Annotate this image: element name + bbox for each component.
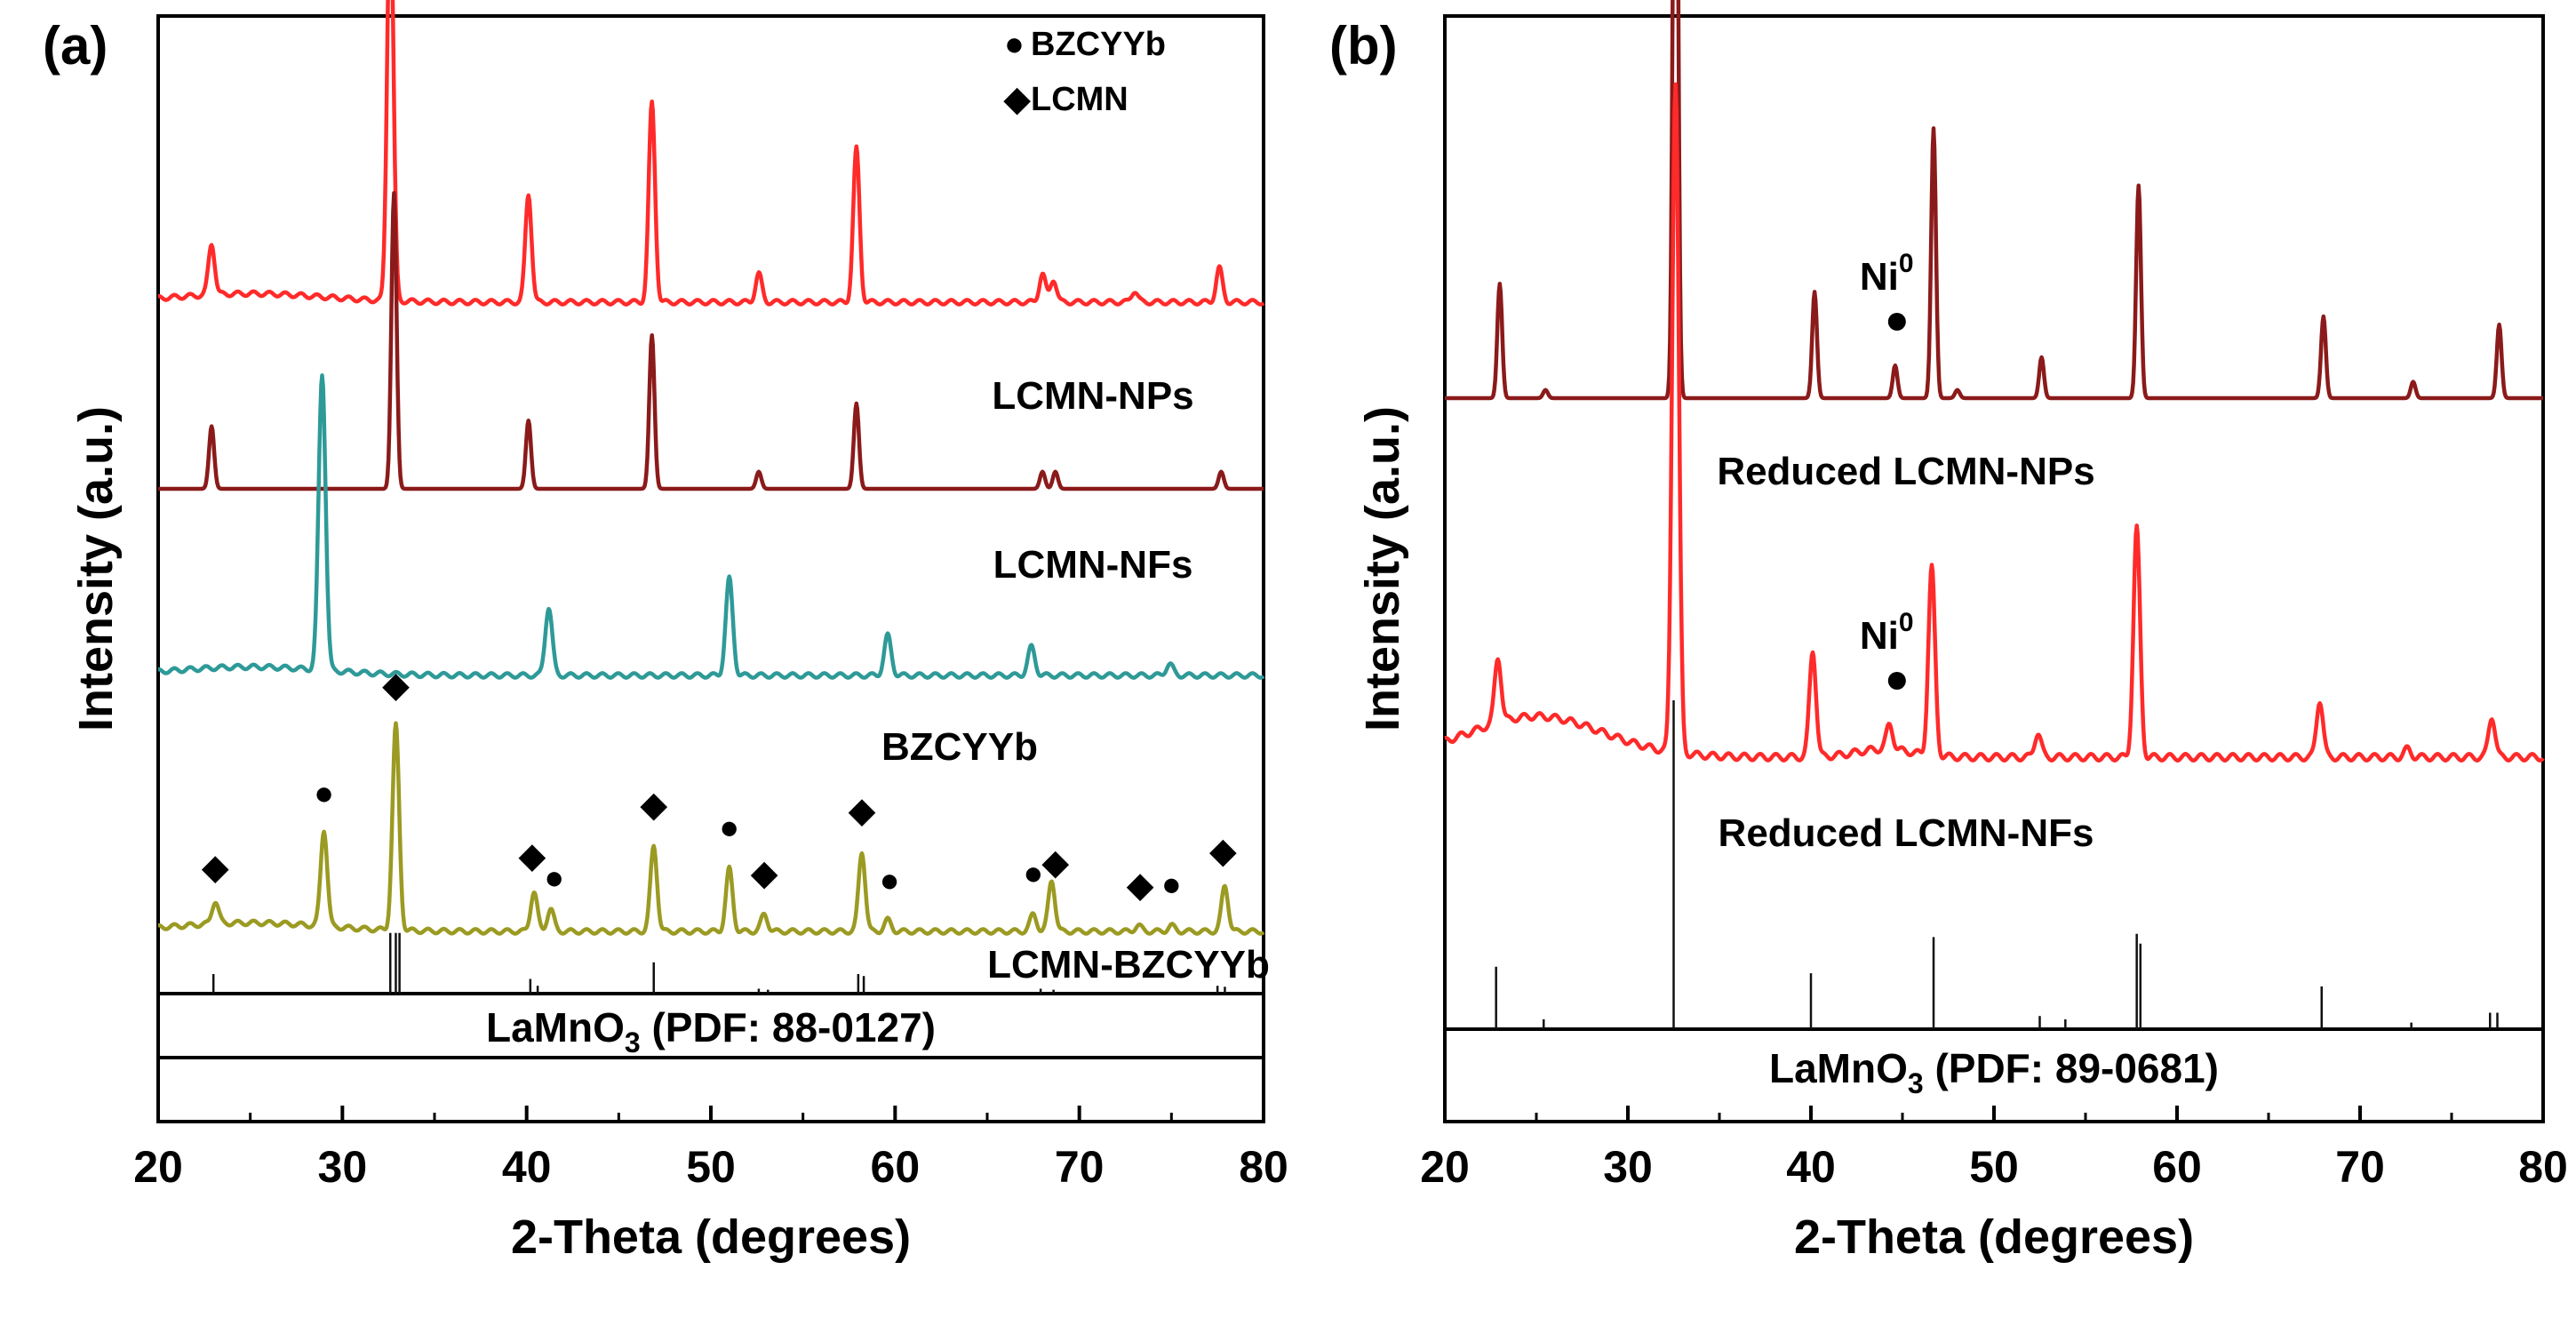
x-tick-label: 40 <box>1786 1142 1836 1192</box>
series-label: Reduced LCMN-NFs <box>1719 811 2094 855</box>
reference-label: LaMnO3 (PDF: 88-0127) <box>486 1004 936 1058</box>
phase-marker: ● <box>1023 855 1043 892</box>
x-tick-label: 60 <box>871 1142 921 1192</box>
x-tick-label: 20 <box>1420 1142 1470 1192</box>
series-line-lcmn-nps <box>156 0 1265 307</box>
reference-label-main: LaMnO <box>486 1004 625 1050</box>
series-label: BZCYYb <box>881 725 1038 769</box>
ni-dot <box>1887 313 1906 331</box>
ni-annotation: Ni0 <box>1860 608 1914 658</box>
x-tick-label: 20 <box>133 1142 183 1192</box>
phase-marker: ● <box>719 810 739 847</box>
phase-marker: ● <box>314 775 334 812</box>
phase-marker: ◆ <box>640 787 667 824</box>
series-line-reduced-lcmn-nps <box>1443 0 2545 401</box>
ni-label: Ni <box>1860 614 1899 658</box>
x-tick-label: 50 <box>1969 1142 2019 1192</box>
phase-marker: ● <box>880 862 900 899</box>
reference-label: LaMnO3 (PDF: 89-0681) <box>1769 1045 2219 1099</box>
x-tick-label: 80 <box>2518 1142 2568 1192</box>
ni-superscript: 0 <box>1899 608 1914 637</box>
series-line-lcmn-bzcyyb <box>156 721 1265 936</box>
x-tick-label: 40 <box>502 1142 552 1192</box>
series-label: LCMN-NPs <box>992 374 1193 418</box>
ni-label: Ni <box>1860 255 1899 299</box>
x-tick-label: 80 <box>1239 1142 1288 1192</box>
x-tick-label: 60 <box>2152 1142 2202 1192</box>
panel-a: LaMnO3 (PDF: 88-0127) 20 30 40 50 60 70 80 2-The… <box>43 0 1288 1264</box>
x-tick-label: 50 <box>686 1142 736 1192</box>
panel-b: LaMnO3 (PDF: 89-0681)20 30 40 50 60 70 802-The… <box>1329 0 2568 1264</box>
phase-marker: ◆ <box>1209 833 1237 870</box>
reference-label-rest: (PDF: 89-0681) <box>1924 1045 2219 1091</box>
ni-dot <box>1887 672 1906 690</box>
phase-marker: ◆ <box>1126 867 1153 905</box>
x-tick-label: 70 <box>1055 1142 1105 1192</box>
ni-annotation: Ni0 <box>1860 249 1914 299</box>
reference-label-sub: 3 <box>1908 1067 1924 1099</box>
y-axis-title: Intensity (a.u.) <box>1356 406 1409 731</box>
x-tick-label: 70 <box>2335 1142 2385 1192</box>
phase-marker: ◆ <box>848 792 875 829</box>
phase-marker: ● <box>1161 867 1182 904</box>
panel-label: (b) <box>1329 16 1398 76</box>
phase-marker: ◆ <box>382 667 410 705</box>
legend-label: LCMN <box>1031 81 1128 118</box>
series-label: LCMN-BZCYYb <box>987 943 1270 987</box>
reference-label-rest: (PDF: 88-0127) <box>641 1004 936 1050</box>
ni-superscript: 0 <box>1899 249 1914 278</box>
x-tick-label: 30 <box>318 1142 368 1192</box>
panel-label: (a) <box>43 16 108 76</box>
phase-marker: ◆ <box>751 855 778 892</box>
y-axis-title: Intensity (a.u.) <box>69 406 123 731</box>
reference-label-sub: 3 <box>625 1026 641 1058</box>
x-axis-title: 2-Theta (degrees) <box>511 1210 911 1264</box>
x-axis-title: 2-Theta (degrees) <box>1794 1210 2194 1264</box>
legend-marker: ◆ <box>1003 81 1031 118</box>
reference-label-main: LaMnO <box>1769 1045 1908 1091</box>
series-line-lcmn-nfs <box>156 190 1265 491</box>
series-label: Reduced LCMN-NPs <box>1717 450 2094 493</box>
legend-label: BZCYYb <box>1031 26 1166 63</box>
series-line-reduced-lcmn-nfs <box>1443 82 2545 763</box>
phase-marker: ◆ <box>1041 844 1069 882</box>
phase-marker: ● <box>544 859 564 897</box>
phase-marker: ◆ <box>518 838 546 875</box>
plot-frame <box>1443 14 2545 1123</box>
x-tick-label: 30 <box>1603 1142 1653 1192</box>
series-line-bzcyyb <box>156 373 1265 680</box>
series-label: LCMN-NFs <box>993 543 1193 587</box>
legend-marker: ● <box>1004 26 1025 63</box>
phase-marker: ◆ <box>202 849 229 886</box>
